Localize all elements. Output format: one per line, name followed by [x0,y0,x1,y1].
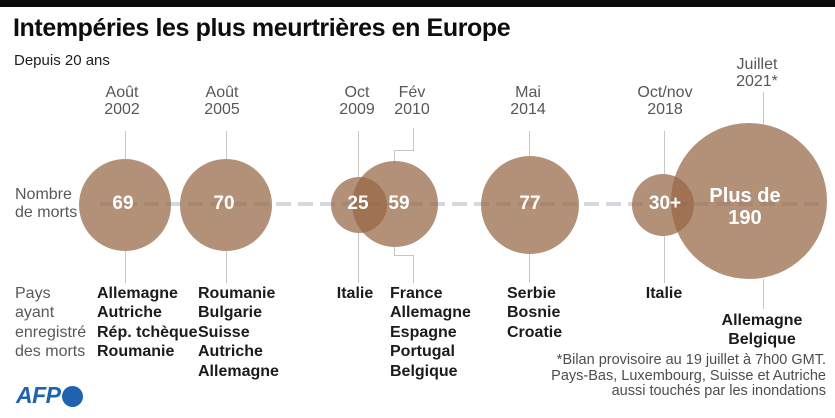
death-bubble [352,161,438,247]
footnote: *Bilan provisoire au 19 juillet à 7h00 G… [551,352,826,400]
connector-line [664,236,665,283]
event-date: Août 2005 [204,84,240,118]
country-list: Roumanie Bulgarie Suisse Autriche Allema… [198,285,279,380]
event-date: Oct/nov 2018 [637,84,693,118]
event-date: Oct 2009 [339,84,375,118]
connector-line [529,131,530,156]
connector-line [394,255,414,256]
axis-label-countries: Pays ayant enregistré des morts [15,285,87,361]
death-count: 30+ [648,193,682,214]
event-date: Fév 2010 [394,84,430,118]
death-count: 69 [112,193,134,214]
connector-line [226,251,227,283]
connector-line [529,254,530,283]
connector-line [413,128,414,151]
connector-line [394,150,414,151]
death-bubble [671,123,827,279]
afp-logo-globe-icon [61,386,83,407]
country-list: Serbie Bosnie Croatie [507,285,563,341]
afp-logo-text: AFP [16,382,61,408]
top-bar [0,0,835,7]
death-bubble [180,159,272,251]
death-bubble [79,159,171,251]
page-subtitle: Depuis 20 ans [14,52,110,69]
connector-line [763,279,764,309]
connector-line [413,255,414,283]
country-list: France Allemagne Espagne Portugal Belgiq… [390,285,471,380]
connector-line [394,247,395,256]
event-date: Juillet 2021* [736,56,778,90]
axis-label-deaths: Nombre de morts [15,186,78,221]
death-count: 77 [519,193,541,214]
timeline-dashed-line [100,202,826,206]
afp-logo: AFP [16,382,83,409]
event-date: Mai 2014 [510,84,546,118]
country-list: Allemagne Belgique [721,312,803,349]
death-count: 70 [213,193,235,214]
death-count: 25 [347,193,369,214]
connector-line [394,150,395,163]
connector-line [125,131,126,159]
country-list: Allemagne Autriche Rép. tchèque Roumanie [97,285,198,361]
connector-line [358,131,359,177]
connector-line [664,131,665,174]
connector-line [763,92,764,124]
country-list: Italie [336,285,374,302]
event-date: Août 2002 [104,84,140,118]
connector-line [125,251,126,283]
connector-line [226,131,227,159]
death-bubble [481,156,579,254]
page-title: Intempéries les plus meurtrières en Euro… [13,14,511,42]
country-list: Italie [645,285,683,302]
death-count: 59 [388,193,410,214]
death-count: Plus de 190 [709,185,781,229]
connector-line [358,233,359,283]
